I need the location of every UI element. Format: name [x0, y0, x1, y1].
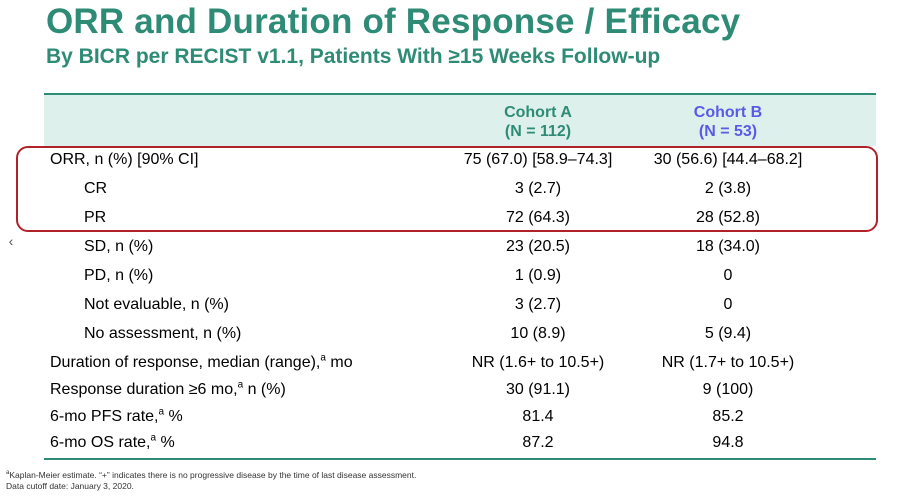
slide-title: ORR and Duration of Response / Efficacy [46, 2, 741, 41]
cohort-b-value: 9 (100) [702, 381, 754, 398]
cohort-a-n: (N = 112) [504, 123, 572, 140]
cohort-a-value: 75 (67.0) [58.9–74.3] [463, 151, 613, 168]
table-header: Cohort A (N = 112) Cohort B (N = 53) [44, 93, 876, 146]
footnote-mark: a [237, 379, 244, 391]
row-label: 6-mo OS rate,a % [50, 432, 175, 451]
table-row: ORR, n (%) [90% CI] 75 (67.0) [58.9–74.3… [44, 148, 876, 175]
table-row: Response duration ≥6 mo,a n (%) 30 (91.1… [44, 378, 876, 405]
row-label: PR [84, 209, 107, 226]
cohort-a-value: 23 (20.5) [505, 238, 571, 255]
cohort-a-value: 81.4 [522, 408, 554, 425]
cohort-a-value: 10 (8.9) [510, 325, 566, 342]
column-header-cohort-a: Cohort A (N = 112) [448, 103, 628, 141]
cohort-b-value: 85.2 [712, 408, 744, 425]
cohort-b-value: 18 (34.0) [695, 238, 761, 255]
cohort-b-value: 0 [723, 296, 733, 313]
footnote-line-1: aKaplan-Meier estimate. “+” indicates th… [6, 470, 417, 480]
row-label: PD, n (%) [84, 267, 154, 284]
table-row: Duration of response, median (range),a m… [44, 351, 876, 378]
cohort-a-value: 30 (91.1) [505, 381, 571, 398]
orr-highlight-box [16, 146, 878, 232]
cohort-b-value: 28 (52.8) [695, 209, 761, 226]
row-label: No assessment, n (%) [84, 325, 242, 342]
cohort-b-value: NR (1.7+ to 10.5+) [661, 354, 795, 371]
cohort-a-value: 3 (2.7) [514, 180, 562, 197]
row-label: Duration of response, median (range),a m… [50, 352, 353, 371]
row-label: Not evaluable, n (%) [84, 296, 229, 313]
footnote: aKaplan-Meier estimate. “+” indicates th… [6, 470, 416, 492]
cohort-b-value: 2 (3.8) [704, 180, 752, 197]
table-row: 6-mo PFS rate,a % 81.4 85.2 [44, 405, 876, 432]
previous-slide-arrow-icon[interactable]: ‹ [8, 233, 14, 249]
table-row: SD, n (%) 23 (20.5) 18 (34.0) [44, 235, 876, 262]
table-row: No assessment, n (%) 10 (8.9) 5 (9.4) [44, 322, 876, 349]
table-row: PD, n (%) 1 (0.9) 0 [44, 264, 876, 291]
table-row: PR 72 (64.3) 28 (52.8) [44, 206, 876, 233]
cohort-b-value: 5 (9.4) [704, 325, 752, 342]
table-row: Not evaluable, n (%) 3 (2.7) 0 [44, 293, 876, 320]
cohort-a-value: 1 (0.9) [514, 267, 562, 284]
cohort-a-name: Cohort A [504, 104, 572, 121]
footnote-line-2: Data cutoff date: January 3, 2020. [6, 481, 134, 491]
table-row: CR 3 (2.7) 2 (3.8) [44, 177, 876, 204]
table-bottom-rule [44, 458, 876, 460]
cohort-b-name: Cohort B [693, 104, 763, 121]
cohort-a-value: NR (1.6+ to 10.5+) [471, 354, 605, 371]
row-label: ORR, n (%) [90% CI] [50, 151, 199, 168]
cohort-b-value: 94.8 [712, 434, 744, 451]
cohort-a-value: 72 (64.3) [505, 209, 571, 226]
cohort-a-value: 87.2 [522, 434, 554, 451]
footnote-mark: a [158, 406, 165, 418]
cohort-b-value: 0 [723, 267, 733, 284]
cohort-b-n: (N = 53) [698, 123, 758, 140]
footnote-mark: a [320, 352, 326, 364]
cohort-a-value: 3 (2.7) [514, 296, 562, 313]
slide-subtitle: By BICR per RECIST v1.1, Patients With ≥… [46, 45, 661, 68]
row-label: Response duration ≥6 mo,a n (%) [50, 379, 286, 398]
row-label: SD, n (%) [84, 238, 154, 255]
row-label: 6-mo PFS rate,a % [50, 406, 183, 425]
footnote-mark: a [150, 432, 157, 444]
column-header-cohort-b: Cohort B (N = 53) [638, 103, 818, 141]
cohort-b-value: 30 (56.6) [44.4–68.2] [653, 151, 803, 168]
table-row: 6-mo OS rate,a % 87.2 94.8 [44, 431, 876, 458]
row-label: CR [84, 180, 108, 197]
